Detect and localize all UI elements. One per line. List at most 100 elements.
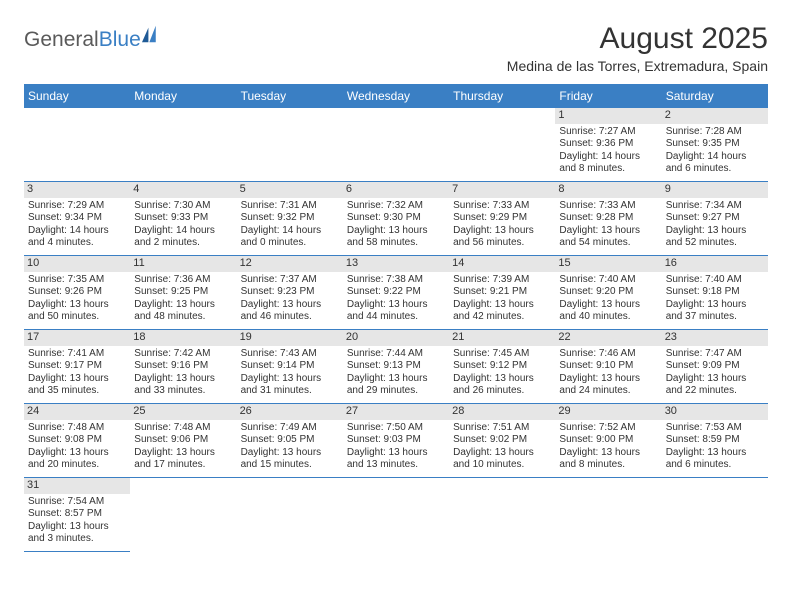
sunset-text: Sunset: 9:36 PM <box>559 138 657 151</box>
sunrise-text: Sunrise: 7:35 AM <box>28 274 126 287</box>
day-number: 20 <box>343 330 449 346</box>
daylight-text: Daylight: 13 hours and 20 minutes. <box>28 447 126 472</box>
calendar-day-cell: 3Sunrise: 7:29 AMSunset: 9:34 PMDaylight… <box>24 182 130 255</box>
calendar-day-cell: 21Sunrise: 7:45 AMSunset: 9:12 PMDayligh… <box>449 330 555 403</box>
calendar-row: 3Sunrise: 7:29 AMSunset: 9:34 PMDaylight… <box>24 182 768 256</box>
day-number: 27 <box>343 404 449 420</box>
day-number: 23 <box>662 330 768 346</box>
calendar-day-cell: 16Sunrise: 7:40 AMSunset: 9:18 PMDayligh… <box>662 256 768 329</box>
daylight-text: Daylight: 14 hours and 4 minutes. <box>28 225 126 250</box>
sunset-text: Sunset: 8:59 PM <box>666 434 764 447</box>
sunrise-text: Sunrise: 7:31 AM <box>241 200 339 213</box>
calendar-day-cell: 18Sunrise: 7:42 AMSunset: 9:16 PMDayligh… <box>130 330 236 403</box>
sunrise-text: Sunrise: 7:51 AM <box>453 422 551 435</box>
sunset-text: Sunset: 8:57 PM <box>28 508 126 521</box>
day-number: 13 <box>343 256 449 272</box>
sunset-text: Sunset: 9:05 PM <box>241 434 339 447</box>
daylight-text: Daylight: 13 hours and 42 minutes. <box>453 299 551 324</box>
calendar-day-cell: 4Sunrise: 7:30 AMSunset: 9:33 PMDaylight… <box>130 182 236 255</box>
calendar-day-cell: 24Sunrise: 7:48 AMSunset: 9:08 PMDayligh… <box>24 404 130 477</box>
month-title: August 2025 <box>507 22 768 56</box>
day-header-sunday: Sunday <box>24 84 130 108</box>
sunset-text: Sunset: 9:34 PM <box>28 212 126 225</box>
sunset-text: Sunset: 9:09 PM <box>666 360 764 373</box>
calendar-day-cell: 13Sunrise: 7:38 AMSunset: 9:22 PMDayligh… <box>343 256 449 329</box>
day-number: 25 <box>130 404 236 420</box>
sunset-text: Sunset: 9:35 PM <box>666 138 764 151</box>
sunset-text: Sunset: 9:26 PM <box>28 286 126 299</box>
calendar-day-cell: 15Sunrise: 7:40 AMSunset: 9:20 PMDayligh… <box>555 256 661 329</box>
calendar-empty-cell <box>449 478 555 552</box>
sunrise-text: Sunrise: 7:37 AM <box>241 274 339 287</box>
sunrise-text: Sunrise: 7:27 AM <box>559 126 657 139</box>
sunrise-text: Sunrise: 7:33 AM <box>559 200 657 213</box>
sunrise-text: Sunrise: 7:32 AM <box>347 200 445 213</box>
day-header-tuesday: Tuesday <box>237 84 343 108</box>
sunrise-text: Sunrise: 7:52 AM <box>559 422 657 435</box>
day-number: 16 <box>662 256 768 272</box>
sunset-text: Sunset: 9:16 PM <box>134 360 232 373</box>
calendar-day-cell: 29Sunrise: 7:52 AMSunset: 9:00 PMDayligh… <box>555 404 661 477</box>
calendar-empty-cell <box>237 478 343 552</box>
calendar-empty-cell <box>130 108 236 181</box>
day-header-thursday: Thursday <box>449 84 555 108</box>
calendar-day-cell: 10 Sunrise: 7:35 AMSunset: 9:26 PMDayligh… <box>24 256 130 329</box>
calendar-day-cell: 31Sunrise: 7:54 AMSunset: 8:57 PMDayligh… <box>24 478 130 552</box>
daylight-text: Daylight: 14 hours and 0 minutes. <box>241 225 339 250</box>
day-number: 9 <box>662 182 768 198</box>
flag-icon <box>142 25 164 43</box>
day-number: 8 <box>555 182 661 198</box>
sunset-text: Sunset: 9:29 PM <box>453 212 551 225</box>
day-number: 19 <box>237 330 343 346</box>
sunrise-text: Sunrise: 7:43 AM <box>241 348 339 361</box>
day-header-monday: Monday <box>130 84 236 108</box>
day-number: 30 <box>662 404 768 420</box>
day-number: 28 <box>449 404 555 420</box>
calendar-row: 24Sunrise: 7:48 AMSunset: 9:08 PMDayligh… <box>24 404 768 478</box>
day-number: 11 <box>130 256 236 272</box>
sunrise-text: Sunrise: 7:44 AM <box>347 348 445 361</box>
calendar-empty-cell <box>662 478 768 552</box>
daylight-text: Daylight: 14 hours and 8 minutes. <box>559 151 657 176</box>
sunset-text: Sunset: 9:06 PM <box>134 434 232 447</box>
sunset-text: Sunset: 9:03 PM <box>347 434 445 447</box>
daylight-text: Daylight: 13 hours and 13 minutes. <box>347 447 445 472</box>
daylight-text: Daylight: 13 hours and 48 minutes. <box>134 299 232 324</box>
day-number: 10 <box>24 256 130 272</box>
calendar-empty-cell <box>24 108 130 181</box>
daylight-text: Daylight: 13 hours and 6 minutes. <box>666 447 764 472</box>
day-number: 31 <box>24 478 130 494</box>
sunset-text: Sunset: 9:33 PM <box>134 212 232 225</box>
calendar-day-cell: 22Sunrise: 7:46 AMSunset: 9:10 PMDayligh… <box>555 330 661 403</box>
sunset-text: Sunset: 9:22 PM <box>347 286 445 299</box>
calendar-empty-cell <box>130 478 236 552</box>
day-number: 17 <box>24 330 130 346</box>
day-number: 4 <box>130 182 236 198</box>
day-number: 15 <box>555 256 661 272</box>
calendar-day-cell: 11Sunrise: 7:36 AMSunset: 9:25 PMDayligh… <box>130 256 236 329</box>
sunrise-text: Sunrise: 7:46 AM <box>559 348 657 361</box>
sunset-text: Sunset: 9:10 PM <box>559 360 657 373</box>
calendar-day-cell: 6Sunrise: 7:32 AMSunset: 9:30 PMDaylight… <box>343 182 449 255</box>
sunset-text: Sunset: 9:23 PM <box>241 286 339 299</box>
day-number: 6 <box>343 182 449 198</box>
sunset-text: Sunset: 9:21 PM <box>453 286 551 299</box>
daylight-text: Daylight: 13 hours and 46 minutes. <box>241 299 339 324</box>
calendar-day-cell: 7Sunrise: 7:33 AMSunset: 9:29 PMDaylight… <box>449 182 555 255</box>
daylight-text: Daylight: 14 hours and 6 minutes. <box>666 151 764 176</box>
daylight-text: Daylight: 13 hours and 8 minutes. <box>559 447 657 472</box>
day-header-saturday: Saturday <box>662 84 768 108</box>
daylight-text: Daylight: 13 hours and 50 minutes. <box>28 299 126 324</box>
sunrise-text: Sunrise: 7:48 AM <box>134 422 232 435</box>
logo-text-general: General <box>24 28 99 52</box>
location-label: Medina de las Torres, Extremadura, Spain <box>507 58 768 74</box>
calendar-day-cell: 27Sunrise: 7:50 AMSunset: 9:03 PMDayligh… <box>343 404 449 477</box>
sunset-text: Sunset: 9:00 PM <box>559 434 657 447</box>
daylight-text: Daylight: 13 hours and 29 minutes. <box>347 373 445 398</box>
sunrise-text: Sunrise: 7:53 AM <box>666 422 764 435</box>
daylight-text: Daylight: 13 hours and 26 minutes. <box>453 373 551 398</box>
sunrise-text: Sunrise: 7:39 AM <box>453 274 551 287</box>
sunrise-text: Sunrise: 7:49 AM <box>241 422 339 435</box>
daylight-text: Daylight: 13 hours and 40 minutes. <box>559 299 657 324</box>
day-number: 1 <box>555 108 661 124</box>
